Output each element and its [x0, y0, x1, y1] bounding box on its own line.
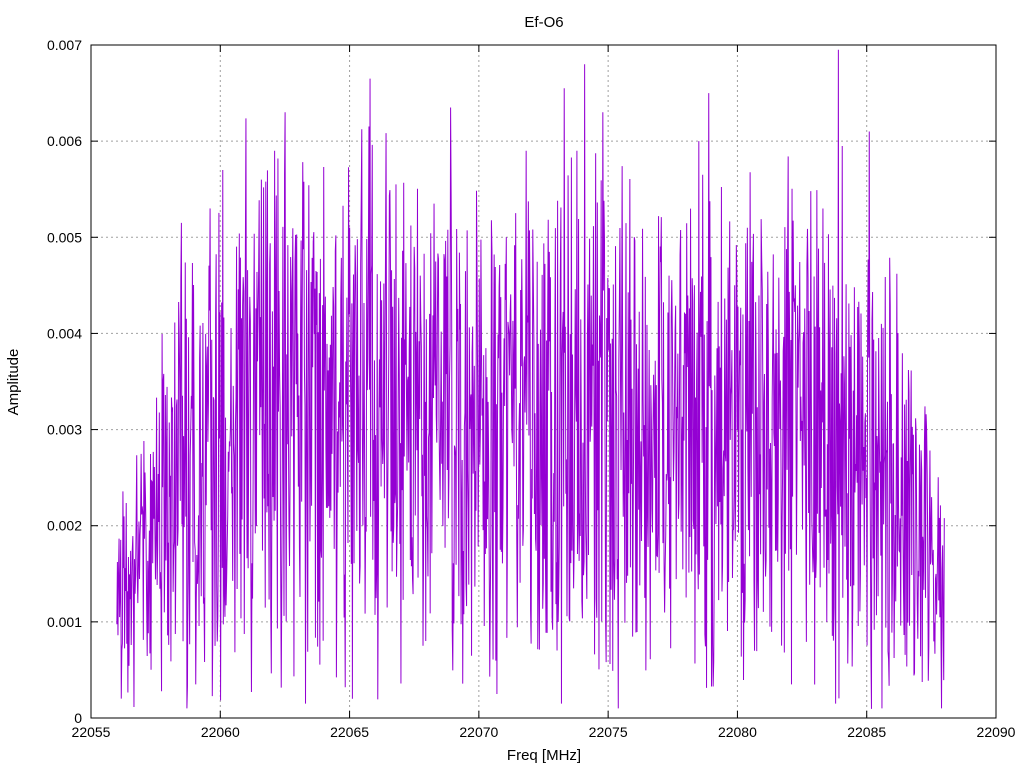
- x-tick-label: 22070: [459, 724, 498, 740]
- y-tick-label: 0.005: [47, 229, 82, 245]
- y-tick-label: 0.003: [47, 422, 82, 438]
- x-axis-label: Freq [MHz]: [507, 747, 581, 764]
- x-tick-label: 22055: [72, 724, 111, 740]
- y-tick-label: 0.001: [47, 614, 82, 630]
- y-axis-label: Amplitude: [5, 349, 22, 416]
- y-tick-label: 0.002: [47, 518, 82, 534]
- x-tick-label: 22090: [977, 724, 1016, 740]
- series-line-amplitude: [116, 49, 945, 709]
- x-tick-label: 22060: [201, 724, 240, 740]
- x-tick-label: 22075: [589, 724, 628, 740]
- ticks: 22055 22060 22065 22070 22075 22080 22085 22090…: [47, 37, 1016, 740]
- y-tick-label: 0.004: [47, 325, 82, 341]
- x-tick-label: 22080: [718, 724, 757, 740]
- series-layer: [116, 49, 945, 709]
- y-tick-label: 0: [74, 710, 82, 726]
- x-tick-label: 22085: [847, 724, 886, 740]
- chart-title: Ef-O6: [524, 14, 563, 31]
- plot-frame: [90, 44, 997, 719]
- y-tick-label: 0.007: [47, 37, 82, 53]
- y-tick-label: 0.006: [47, 133, 82, 149]
- x-tick-label: 22065: [330, 724, 369, 740]
